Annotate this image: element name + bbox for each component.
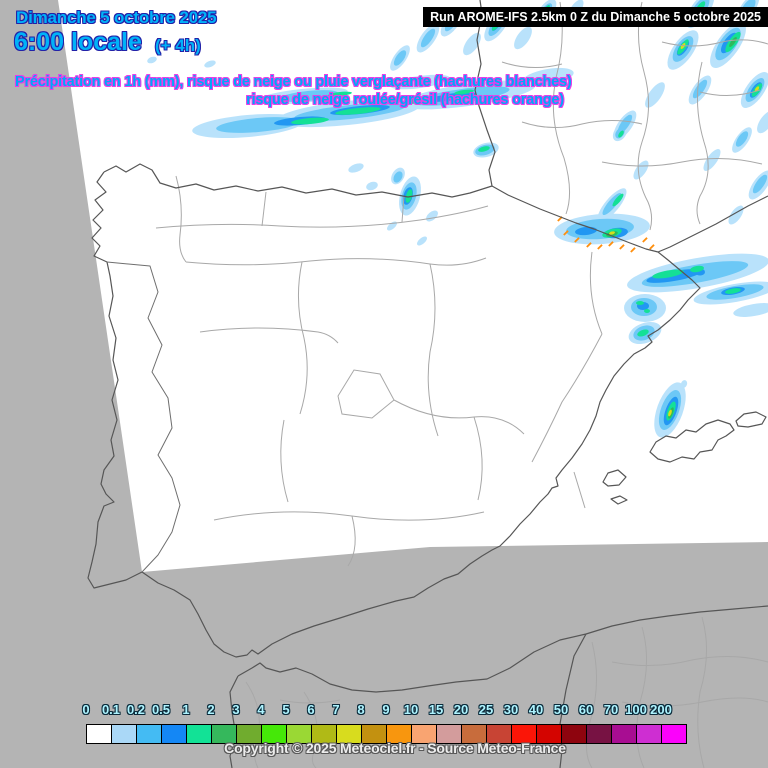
graupel-hatch-orange: [557, 216, 655, 253]
coastlines: [87, 0, 768, 768]
description-line-2: risque de neige roulée/grésil (hachures …: [246, 92, 564, 108]
ibiza-island: [602, 469, 627, 487]
time-offset-label: (+ 4h): [155, 36, 201, 55]
copyright-label: Copyright © 2025 Meteociel.fr - Source M…: [224, 740, 566, 756]
portugal-spain-border: [106, 261, 181, 573]
admin-borders: [155, 1, 768, 768]
description-line-1: Précipitation en 1h (mm), risque de neig…: [15, 74, 572, 90]
date-label: Dimanche 5 octobre 2025: [16, 8, 217, 27]
mallorca-island: [649, 419, 735, 463]
precipitation-layer-yellow-core: [609, 43, 760, 417]
north-africa-coast: [237, 605, 768, 693]
run-info-banner: Run AROME-IFS 2.5km 0 Z du Dimanche 5 oc…: [423, 7, 768, 27]
formentera-island: [610, 495, 628, 505]
menorca-island: [735, 411, 767, 428]
gulf-of-lion-coast: [657, 195, 768, 253]
pyrenees-border: [491, 185, 659, 253]
time-label: 6:00 locale: [14, 28, 142, 56]
